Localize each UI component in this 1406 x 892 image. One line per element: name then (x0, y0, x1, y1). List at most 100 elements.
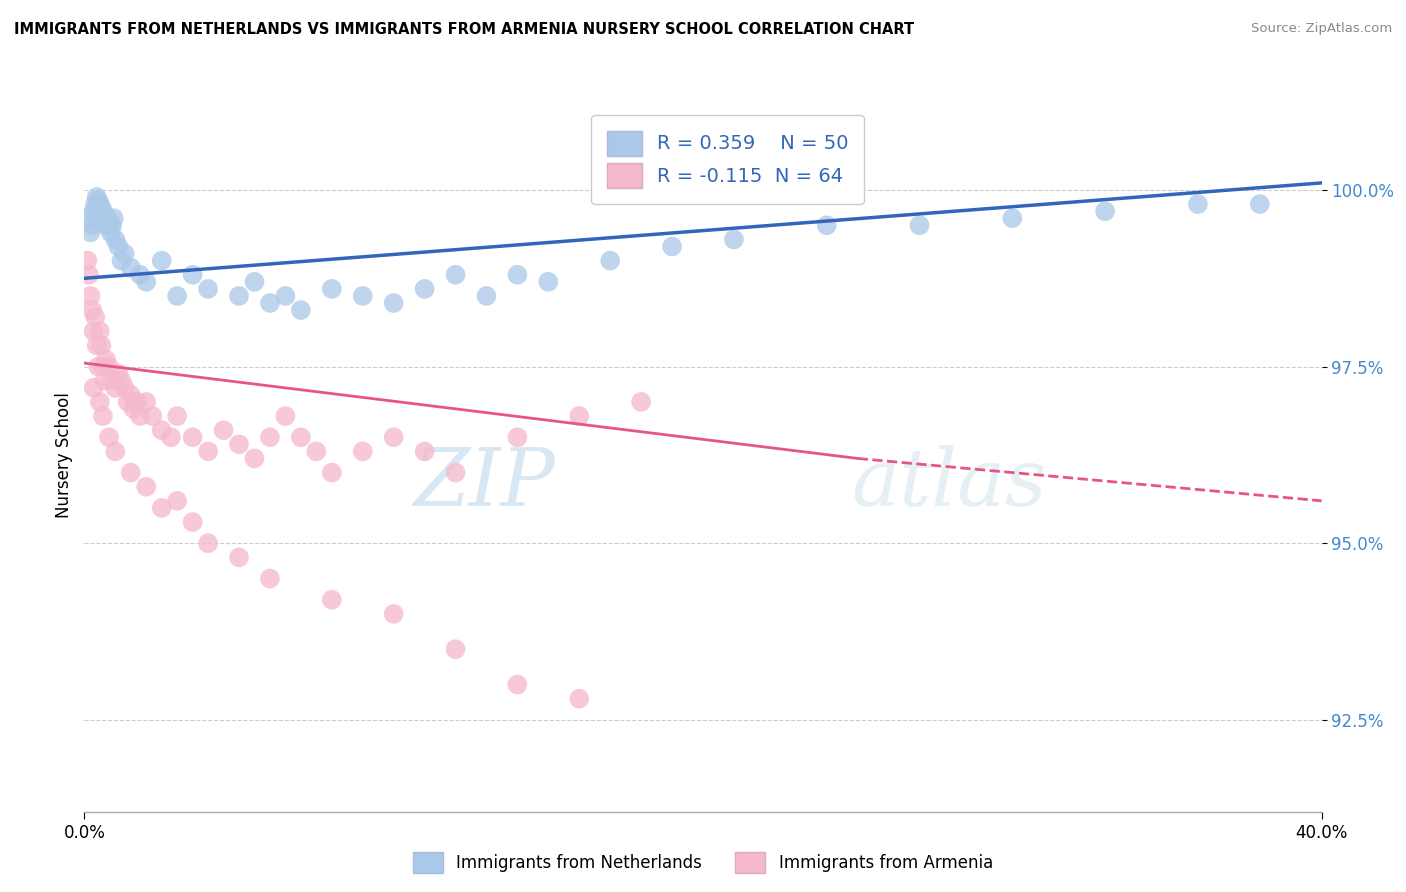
Point (259, 296, 281, 310)
Point (321, 466, 343, 480)
Point (228, 289, 250, 303)
Point (110, 374, 132, 388)
Point (83, 381, 105, 395)
Point (98, 430, 121, 444)
Point (104, 444, 127, 458)
Point (160, 430, 183, 444)
Point (82, 219, 104, 233)
Point (197, 444, 219, 458)
Point (444, 466, 467, 480)
Point (444, 268, 467, 282)
Point (135, 395, 157, 409)
Point (110, 253, 132, 268)
Point (506, 677, 529, 691)
Point (83, 204, 105, 219)
Point (290, 430, 312, 444)
Point (84, 197, 107, 211)
Point (305, 444, 328, 458)
Point (98, 219, 121, 233)
Point (321, 282, 343, 296)
Point (86, 338, 108, 352)
Point (181, 430, 204, 444)
Point (114, 246, 136, 260)
Point (166, 493, 188, 508)
Point (89, 324, 111, 338)
Point (100, 225, 122, 239)
Point (321, 592, 343, 607)
Point (352, 289, 374, 303)
Point (197, 536, 219, 550)
Point (79, 289, 101, 303)
Point (166, 409, 188, 423)
Point (135, 480, 157, 494)
Point (661, 239, 683, 253)
Point (1249, 197, 1271, 211)
Point (122, 402, 145, 417)
Point (150, 253, 173, 268)
Point (89, 197, 111, 211)
Point (228, 550, 250, 565)
Point (908, 219, 931, 233)
Point (93, 211, 115, 226)
Point (125, 395, 148, 409)
Point (181, 515, 204, 529)
Point (181, 268, 204, 282)
Point (506, 268, 529, 282)
Point (197, 282, 219, 296)
Point (444, 642, 467, 657)
Point (101, 374, 124, 388)
Point (413, 444, 436, 458)
Text: ZIP: ZIP (413, 445, 554, 522)
Point (94, 219, 117, 233)
Point (98, 359, 121, 374)
Point (1001, 211, 1024, 226)
Legend: Immigrants from Netherlands, Immigrants from Armenia: Immigrants from Netherlands, Immigrants … (406, 846, 1000, 880)
Text: atlas: atlas (852, 445, 1047, 522)
Point (77, 211, 100, 226)
Point (723, 232, 745, 246)
Point (86, 190, 108, 204)
Point (82, 303, 104, 318)
Point (93, 374, 115, 388)
Point (104, 232, 127, 246)
Point (630, 395, 652, 409)
Point (212, 423, 235, 437)
Point (129, 268, 152, 282)
Point (87, 194, 110, 208)
Point (90, 338, 112, 352)
Point (101, 219, 124, 233)
Point (475, 289, 498, 303)
Point (506, 430, 529, 444)
Point (290, 303, 312, 318)
Point (107, 239, 129, 253)
Point (1094, 204, 1116, 219)
Point (129, 409, 152, 423)
Point (259, 430, 281, 444)
Point (87, 359, 110, 374)
Point (599, 253, 621, 268)
Point (79, 225, 101, 239)
Point (413, 282, 436, 296)
Point (90, 201, 112, 215)
Point (91, 359, 114, 374)
Point (243, 275, 266, 289)
Point (120, 260, 142, 275)
Point (352, 444, 374, 458)
Point (91, 409, 114, 423)
Point (141, 409, 163, 423)
Point (76, 253, 98, 268)
Point (382, 296, 405, 310)
Point (228, 437, 250, 451)
Point (120, 466, 142, 480)
Point (104, 381, 127, 395)
Y-axis label: Nursery School: Nursery School (55, 392, 73, 518)
Legend: R = 0.359    N = 50, R = -0.115  N = 64: R = 0.359 N = 50, R = -0.115 N = 64 (591, 115, 865, 204)
Point (274, 289, 297, 303)
Point (103, 211, 125, 226)
Point (107, 367, 129, 381)
Point (537, 275, 560, 289)
Point (1187, 197, 1209, 211)
Point (77, 268, 100, 282)
Point (91, 204, 114, 219)
Point (568, 691, 591, 706)
